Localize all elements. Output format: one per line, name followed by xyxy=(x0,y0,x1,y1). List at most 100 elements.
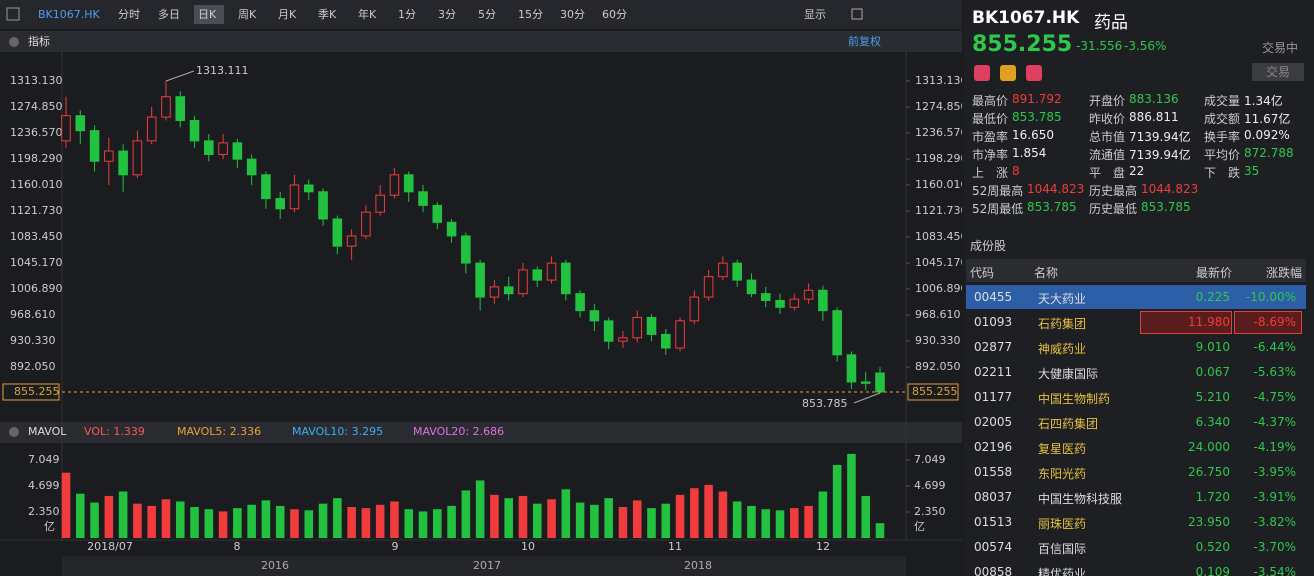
stat-value: 853.785 xyxy=(1012,110,1062,124)
candle-body xyxy=(61,115,71,142)
stat-label: 最低价 xyxy=(972,112,1009,126)
row-name[interactable]: 神威药业 xyxy=(1038,342,1087,356)
stat-value: 1.854 xyxy=(1012,146,1047,160)
candle-body xyxy=(261,174,271,200)
volume-bar xyxy=(518,495,528,538)
column-header[interactable]: 名称 xyxy=(1034,266,1059,280)
tab[interactable]: 分时 xyxy=(118,8,140,21)
row-code[interactable]: 02196 xyxy=(974,440,1013,454)
tab[interactable]: 多日 xyxy=(158,7,180,21)
stat-value: 35 xyxy=(1244,164,1260,178)
volume-bar xyxy=(361,508,371,538)
tab[interactable]: 15分 xyxy=(518,8,543,21)
row-name[interactable]: 百信国际 xyxy=(1038,542,1087,556)
row-code[interactable]: 01513 xyxy=(974,515,1013,529)
volume-bar xyxy=(561,489,571,538)
volume-bar xyxy=(190,507,199,538)
scroller[interactable] xyxy=(62,556,906,576)
column-header[interactable]: 代码 xyxy=(970,266,995,280)
quote-code: BK1067.HK xyxy=(972,8,1080,28)
column-header[interactable]: 涨跌幅 xyxy=(1265,266,1302,280)
row-code[interactable]: 00858 xyxy=(974,565,1013,576)
stat-value: 853.785 xyxy=(1141,200,1191,214)
row-name[interactable]: 中国生物制药 xyxy=(1038,392,1111,406)
tab[interactable]: 5分 xyxy=(478,8,496,21)
row-name[interactable]: 精优药业 xyxy=(1038,567,1087,576)
volume-bar xyxy=(747,505,756,538)
tab[interactable]: 日K xyxy=(198,8,217,21)
row-name[interactable]: 石四药集团 xyxy=(1038,417,1099,431)
y-tick-label: 2.350 xyxy=(28,505,60,518)
candle-body xyxy=(775,299,785,308)
candle-body xyxy=(289,184,300,210)
icon[interactable] xyxy=(1026,65,1042,81)
row-name[interactable]: 石药集团 xyxy=(1038,317,1087,331)
candle-body xyxy=(818,289,828,312)
volume-legend: MAVOL20: 2.686 xyxy=(413,425,504,438)
row-code[interactable]: 00574 xyxy=(974,540,1013,554)
tab[interactable]: 60分 xyxy=(602,8,627,21)
row-code[interactable]: 02211 xyxy=(974,365,1013,379)
row-code[interactable]: 01177 xyxy=(974,390,1013,404)
candle-body xyxy=(303,184,314,193)
candle-body xyxy=(746,279,757,295)
symbol[interactable]: BK1067.HK xyxy=(38,8,101,21)
row-name[interactable]: 中国生物科技服 xyxy=(1038,492,1123,506)
row-name[interactable]: 复星医药 xyxy=(1038,442,1087,456)
tab[interactable]: 月K xyxy=(278,8,297,21)
collapse-icon[interactable] xyxy=(9,37,19,47)
candle-body xyxy=(718,262,728,278)
row-selected[interactable] xyxy=(966,285,1306,309)
tab[interactable]: 周K xyxy=(238,8,257,21)
volume-legend: MAVOL5: 2.336 xyxy=(177,425,261,438)
collapse-icon[interactable] xyxy=(9,427,19,437)
candle-body xyxy=(760,293,771,301)
row-code[interactable]: 08037 xyxy=(974,490,1013,504)
row-name[interactable]: 东阳光药 xyxy=(1038,467,1087,481)
column-header[interactable]: 最新价 xyxy=(1195,266,1232,280)
volume-bar xyxy=(347,507,356,538)
volume-legend: MAVOL10: 3.295 xyxy=(292,425,383,438)
row-change: -4.19% xyxy=(1253,440,1296,454)
candle-body xyxy=(332,218,343,247)
x-tick-label: 10 xyxy=(521,540,535,553)
volume-bar xyxy=(775,510,785,538)
stat-value: 7139.94亿 xyxy=(1129,130,1191,144)
sidebar-toggle[interactable] xyxy=(6,7,20,21)
row-code[interactable]: 02877 xyxy=(974,340,1013,354)
tab[interactable]: 1分 xyxy=(398,8,416,21)
y-tick-label: 1274.850 xyxy=(915,100,962,113)
checkbox[interactable] xyxy=(851,8,863,20)
row-name[interactable]: 天大药业 xyxy=(1038,292,1087,306)
x-tick-label: 8 xyxy=(234,540,241,553)
candle-body xyxy=(146,116,157,142)
icon[interactable] xyxy=(1000,65,1016,81)
icon[interactable] xyxy=(974,65,990,81)
row-price: 0.520 xyxy=(1195,540,1230,554)
display-menu[interactable]: 显示 xyxy=(804,8,826,21)
tab[interactable]: 30分 xyxy=(560,8,585,21)
row-code[interactable]: 01093 xyxy=(974,315,1013,329)
row-code[interactable]: 01558 xyxy=(974,465,1013,479)
row-name[interactable]: 丽珠医药 xyxy=(1038,517,1087,531)
candle-body xyxy=(446,221,457,237)
trade-button[interactable]: 交易 xyxy=(1252,63,1304,81)
row-code[interactable]: 00455 xyxy=(974,290,1013,304)
y-tick-label: 1006.890 xyxy=(915,282,962,295)
volume-bar xyxy=(75,493,85,538)
stat-value: 11.67亿 xyxy=(1244,112,1291,126)
tab[interactable]: 季K xyxy=(318,8,337,21)
candle-body xyxy=(475,262,485,298)
candle-body xyxy=(232,142,243,160)
tab[interactable]: 年K xyxy=(358,7,377,21)
tab-active[interactable] xyxy=(194,5,224,24)
candle-body xyxy=(318,191,328,220)
row-name[interactable]: 大健康国际 xyxy=(1038,367,1099,381)
adjust-toggle[interactable]: 前复权 xyxy=(848,34,881,48)
low-pointer xyxy=(853,392,881,404)
change-flash xyxy=(1234,311,1302,334)
y-tick-label: 1121.730 xyxy=(915,204,962,217)
tab[interactable]: 3分 xyxy=(438,8,456,21)
last-price-label: 855.255 xyxy=(14,385,60,398)
row-code[interactable]: 02005 xyxy=(974,415,1013,429)
